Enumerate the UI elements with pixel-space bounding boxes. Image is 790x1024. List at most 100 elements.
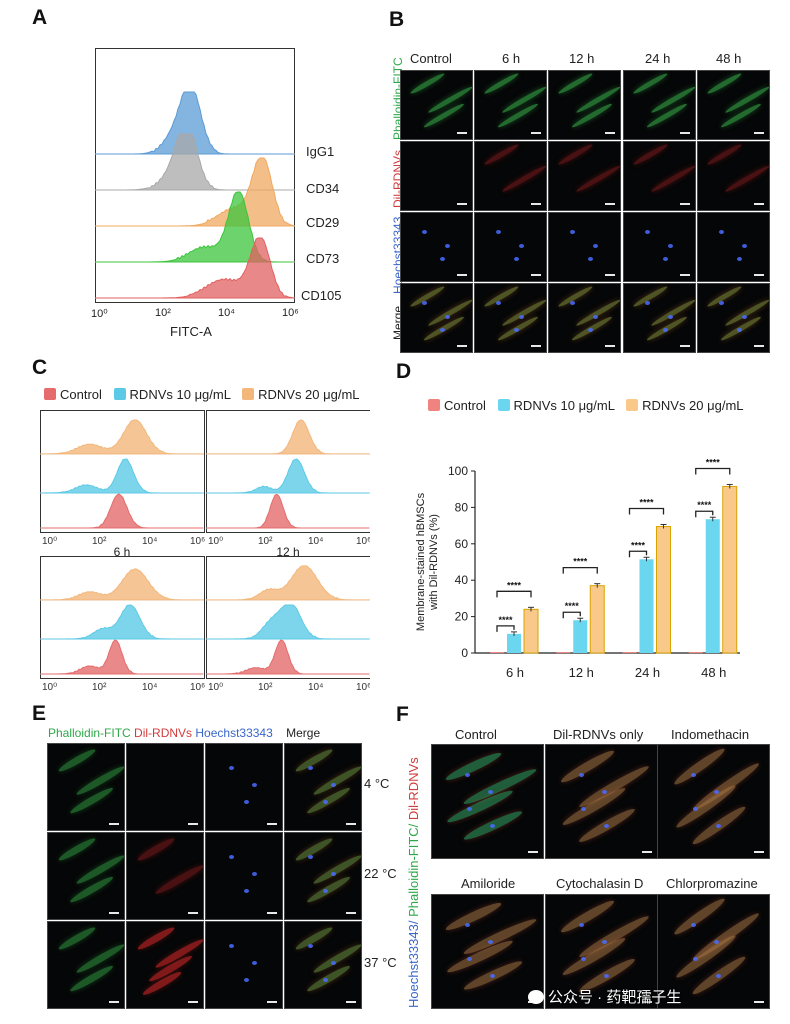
scale-bar: [109, 912, 119, 914]
cell-shape: [672, 745, 728, 788]
cell-shape: [724, 163, 769, 194]
nucleus: [692, 957, 698, 962]
f-bottom-amiloride: Amiloride: [461, 876, 516, 891]
b-image-r1-c4: [697, 141, 770, 211]
c-hist-10-0: [40, 458, 204, 494]
legend-control: Control: [60, 387, 102, 402]
d-bar-0-0: [490, 652, 504, 654]
a-histogram-cd105: [96, 237, 295, 299]
nucleus: [244, 799, 250, 804]
d-legend-control: Control: [444, 398, 486, 413]
d-bar-2-2: [656, 526, 671, 654]
d-legend-10: RDNVs 10 μg/mL: [513, 398, 615, 413]
d-bar-0-3: [688, 652, 703, 654]
cell-shape: [305, 874, 352, 905]
d-category-label: 24 h: [635, 665, 660, 680]
nucleus: [422, 230, 428, 234]
cell-shape: [558, 747, 617, 786]
d-bar-1-2: [639, 559, 654, 653]
c-xtick: 10⁴: [308, 536, 323, 547]
panel-letter-d: D: [396, 360, 412, 383]
panel-letter-a: A: [32, 6, 48, 29]
c-hist-20-1: [206, 419, 370, 455]
c-frame-3: [206, 556, 370, 679]
e-image-r2-c2: [205, 921, 283, 1009]
c-hist-10-1: [206, 458, 370, 494]
cell-shape: [483, 142, 520, 168]
b-image-r2-c3: [623, 212, 696, 282]
nucleus: [323, 799, 329, 804]
scale-bar: [642, 1001, 652, 1003]
f-image-r0-c2: [657, 744, 770, 859]
panel-e-header: Phalloidin-FITC Dil-RDNVs Hoechst33343 M…: [48, 726, 320, 740]
d-legend-20: RDNVs 20 μg/mL: [642, 398, 744, 413]
b-image-r3-c3: [623, 283, 696, 353]
b-image-r0-c4: [697, 70, 770, 140]
d-legend-swatch-10: [497, 399, 510, 411]
marker-label-cd73: CD73: [306, 251, 340, 266]
nucleus: [668, 314, 674, 319]
c-xtick: 10²: [258, 536, 273, 547]
d-sig-bracket: [562, 567, 598, 574]
d-sig-stars: ****: [706, 457, 721, 467]
cell-shape: [293, 924, 334, 952]
cell-shape: [706, 284, 743, 310]
d-ylabel-line: Membrane-stained hBMSCs: [415, 492, 427, 631]
c-xtick: 10⁶: [356, 682, 370, 690]
a-xtick-3: 10⁶: [282, 307, 299, 319]
d-sig-stars: ****: [631, 540, 646, 550]
cell-shape: [632, 142, 669, 168]
legend-20: RDNVs 20 μg/mL: [258, 387, 360, 402]
cell-shape: [153, 862, 203, 897]
nucleus: [593, 314, 599, 319]
scale-bar: [754, 132, 764, 134]
d-category-label: 6 h: [506, 665, 524, 680]
c-hist-20-2: [40, 568, 204, 601]
legend-swatch-control: [44, 388, 56, 400]
cell-shape: [483, 284, 520, 310]
nucleus: [579, 923, 585, 928]
scale-bar: [680, 345, 690, 347]
c-xtick: 10⁰: [42, 682, 57, 690]
e-image-r0-c2: [205, 743, 283, 831]
c-xtick: 10²: [92, 536, 107, 547]
cell-shape: [135, 835, 176, 863]
e-image-r0-c1: [126, 743, 204, 831]
nucleus: [602, 790, 608, 795]
legend-swatch-10: [113, 388, 126, 400]
b-image-r3-c4: [697, 283, 770, 353]
c-hist-control-3: [207, 639, 369, 675]
b-col-12h: 12 h: [569, 51, 595, 66]
nucleus: [742, 314, 748, 319]
cell-shape: [56, 835, 97, 863]
nucleus: [445, 243, 451, 248]
f-top-indo: Indomethacin: [671, 727, 750, 742]
a-histogram-igg1: [96, 91, 294, 155]
cell-shape: [293, 746, 334, 774]
cell-shape: [650, 163, 695, 194]
c-xtick: 10²: [258, 682, 273, 690]
scale-bar: [642, 851, 652, 853]
nucleus: [645, 301, 651, 305]
b-image-r3-c1: [474, 283, 547, 353]
nucleus: [736, 257, 742, 262]
c-hist-20-3: [206, 565, 370, 601]
nucleus: [488, 790, 494, 795]
panel-a-plot: [95, 48, 295, 303]
b-col-48h: 48 h: [716, 51, 742, 66]
d-sig-bracket: [562, 611, 581, 619]
b-image-r1-c1: [474, 141, 547, 211]
c-xtick: 10⁴: [142, 682, 157, 690]
f-bottom-chlorpromazine: Chlorpromazine: [666, 876, 758, 891]
scale-bar: [605, 345, 615, 347]
e-image-r1-c2: [205, 832, 283, 920]
panel-c-plot: 10⁰ 10² 10⁴ 10⁶ 6 h 10⁰ 10² 10⁴ 10⁶ 12 h 10⁰ 10² 10⁴…: [40, 410, 370, 690]
scale-bar: [188, 823, 198, 825]
scale-bar: [754, 203, 764, 205]
scale-bar: [267, 1001, 277, 1003]
scale-bar: [605, 203, 615, 205]
panel-letter-f: F: [396, 703, 409, 726]
cell-shape: [409, 284, 446, 310]
nucleus: [662, 328, 668, 333]
scale-bar: [457, 274, 467, 276]
